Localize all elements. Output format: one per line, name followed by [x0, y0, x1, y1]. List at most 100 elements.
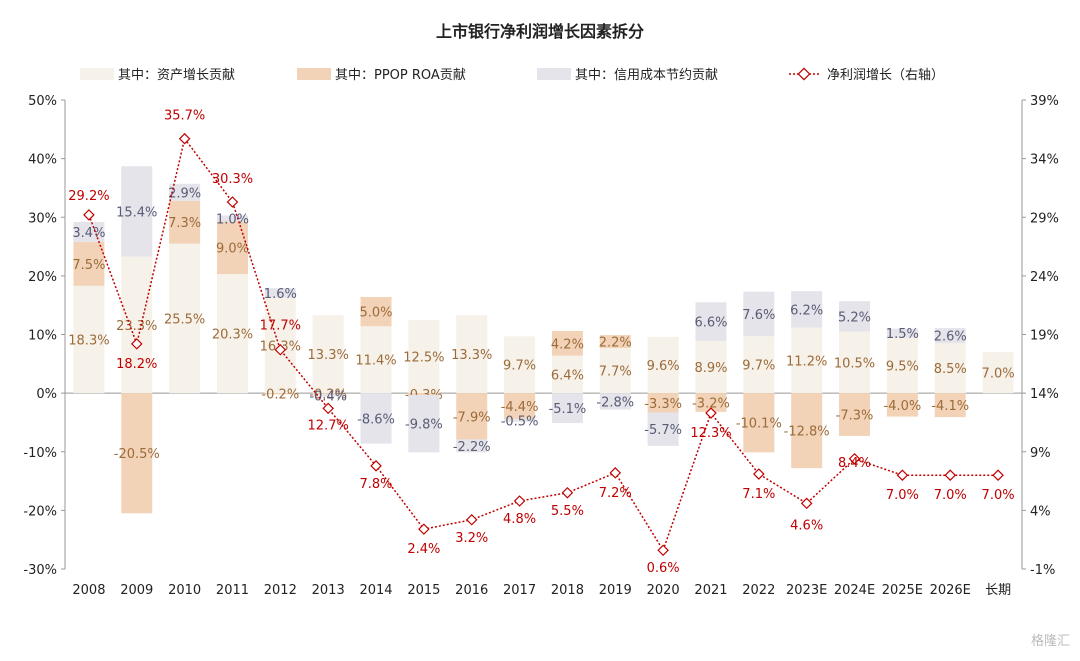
bar-value-label: 5.2%: [838, 310, 871, 325]
line-value-label: 12.7%: [308, 418, 349, 433]
y-left-tick-label: 30%: [28, 211, 57, 226]
bar-value-label: -3.3%: [644, 397, 682, 412]
line-value-label: 35.7%: [164, 109, 205, 124]
line-point: [800, 497, 813, 510]
bar-value-label: 13.3%: [451, 348, 492, 363]
line-value-label: 2.4%: [407, 542, 440, 557]
bar-segment: [312, 394, 344, 397]
line-value-label: 7.0%: [982, 488, 1015, 503]
bar-segment: [791, 291, 823, 328]
x-tick-label: 2020: [647, 583, 680, 598]
line-value-label: 18.2%: [116, 357, 157, 372]
y-right-tick-label: -1%: [1030, 563, 1055, 578]
y-left-tick-label: 40%: [28, 153, 57, 168]
bar-value-label: -9.8%: [405, 418, 443, 433]
bar-segment: [73, 221, 105, 242]
y-right-tick-label: 14%: [1030, 387, 1059, 402]
bar-value-label: 7.5%: [72, 258, 105, 273]
x-tick-label: 2010: [168, 583, 201, 598]
line-point: [657, 544, 669, 557]
bar-value-label: 15.4%: [116, 205, 157, 220]
line-value-label: 7.0%: [886, 488, 919, 503]
bar-segment: [982, 352, 1014, 394]
bar-segment: [839, 301, 871, 332]
bar-value-label: 8.5%: [934, 362, 967, 377]
x-tick-label: 2015: [407, 583, 440, 598]
bar-value-label: -2.8%: [596, 395, 634, 410]
line-point: [513, 495, 526, 507]
bar-value-label: 9.7%: [742, 359, 775, 374]
line-value-label: 7.0%: [934, 488, 967, 503]
line-point: [992, 469, 1004, 481]
y-right-tick-label: 29%: [1030, 211, 1059, 226]
bar-segment: [456, 393, 488, 440]
bar-segment: [791, 327, 823, 394]
bar-value-label: 6.2%: [790, 303, 823, 318]
line-point: [83, 209, 95, 221]
bar-value-label: 6.4%: [551, 368, 584, 383]
bar-segment: [695, 302, 727, 341]
bar-value-label: 8.9%: [694, 361, 727, 376]
bar-segment: [360, 393, 392, 444]
bar-segment: [934, 328, 966, 344]
legend-marker-swatch: [797, 67, 811, 81]
bar-value-label: 7.3%: [168, 216, 201, 231]
line-point: [130, 338, 143, 350]
bar-value-label: -12.8%: [784, 425, 830, 440]
bar-value-label: 11.4%: [355, 354, 396, 369]
line-point: [705, 407, 717, 419]
line-value-label: 17.7%: [260, 319, 301, 334]
bar-segment: [551, 330, 583, 356]
line-value-label: 5.5%: [551, 504, 584, 519]
bar-value-label: -0.2%: [261, 388, 299, 403]
y-left-tick-label: -20%: [23, 504, 57, 519]
y-right-tick-label: 34%: [1030, 153, 1059, 168]
line-point: [609, 467, 622, 479]
legend-swatch: [297, 68, 331, 80]
bar-value-label: -10.1%: [736, 417, 782, 432]
bar-segment: [934, 393, 966, 418]
bar-value-label: -2.2%: [453, 440, 491, 455]
bar-segment: [791, 393, 823, 469]
bar-value-label: 11.2%: [786, 354, 827, 369]
line-value-label: 12.3%: [690, 426, 731, 441]
bar-segment: [456, 439, 488, 453]
bar-segment: [886, 328, 918, 338]
bar-segment: [743, 336, 775, 394]
bar-value-label: 1.0%: [216, 212, 249, 227]
x-tick-label: 2023E: [786, 583, 827, 598]
bar-value-label: 9.6%: [647, 359, 680, 374]
bar-value-label: -4.0%: [884, 399, 922, 414]
bar-segment: [312, 393, 344, 395]
bar-segment: [216, 274, 248, 394]
line-point: [465, 513, 478, 526]
bar-value-label: 9.5%: [886, 359, 919, 374]
bar-segment: [886, 337, 918, 394]
bar-value-label: -4.4%: [501, 400, 539, 415]
line-point: [274, 343, 287, 356]
bar-segment: [312, 315, 344, 394]
bar-value-label: -4.1%: [931, 399, 969, 414]
bar-segment: [408, 319, 440, 394]
bar-segment: [839, 331, 871, 394]
line-value-label: 29.2%: [68, 189, 109, 204]
bar-segment: [360, 296, 392, 327]
y-left-tick-label: 10%: [28, 329, 57, 344]
y-right-tick-label: 9%: [1030, 446, 1051, 461]
legend-swatch: [80, 68, 114, 80]
line-value-label: 4.6%: [790, 518, 823, 533]
y-left-tick-label: 20%: [28, 270, 57, 285]
x-tick-label: 2019: [599, 583, 632, 598]
y-left-tick-label: -10%: [23, 446, 57, 461]
line-value-label: 7.8%: [360, 477, 393, 492]
bar-value-label: -5.1%: [549, 402, 587, 417]
bar-value-label: 20.3%: [212, 328, 253, 343]
line-value-label: 4.8%: [503, 512, 536, 527]
bar-value-label: 3.4%: [72, 226, 105, 241]
bar-value-label: -5.7%: [644, 423, 682, 438]
bar-value-label: 5.0%: [360, 306, 393, 321]
line-point: [753, 468, 765, 480]
y-right-tick-label: 4%: [1030, 504, 1051, 519]
